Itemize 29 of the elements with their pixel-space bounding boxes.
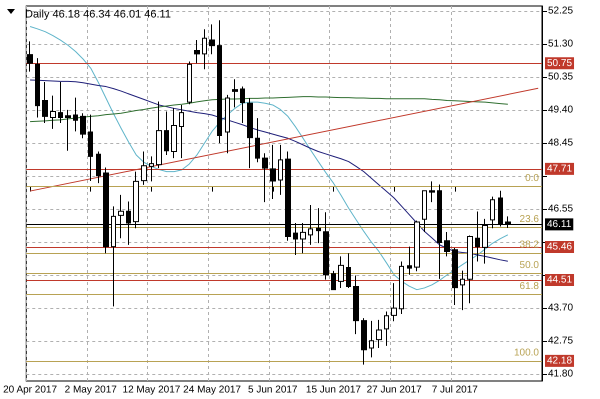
ref-line-label: 61.8: [520, 280, 540, 292]
y-tick-label: 48.45: [548, 138, 574, 149]
y-tick-label: 46.55: [548, 204, 574, 215]
y-tick-label: 41.80: [548, 368, 574, 380]
x-tick-label: 2 May 2017: [64, 384, 118, 396]
ref-line-label: 45.46: [547, 241, 572, 252]
x-tick-label: 12 May 2017: [122, 384, 181, 396]
y-tick-label: 43.70: [548, 302, 574, 314]
ref-line-label: 23.6: [520, 214, 540, 226]
y-tick-label: 50.35: [548, 72, 574, 83]
ref-line-label: 46.11: [547, 218, 572, 230]
ref-line-label: 44.51: [547, 274, 572, 286]
x-tick-label: 27 Jun 2017: [366, 384, 422, 396]
ref-line-label: 50.75: [547, 58, 572, 69]
y-tick-label: 51.30: [548, 38, 574, 50]
x-tick-label: 20 Apr 2017: [3, 384, 58, 396]
y-tick-label: 42.75: [548, 336, 574, 347]
x-tick-label: 24 May 2017: [183, 384, 242, 396]
ref-line-label: 0.0: [525, 173, 540, 184]
ref-line-label: 100.0: [514, 347, 540, 358]
x-tick-label: 5 Jun 2017: [248, 384, 298, 396]
y-tick-label: 52.25: [548, 6, 574, 17]
y-tick-label: 49.40: [548, 104, 574, 116]
x-tick-label: 7 Jul 2017: [432, 384, 478, 396]
x-tick-label: 15 Jun 2017: [306, 384, 362, 396]
ref-line-label: 50.0: [520, 260, 540, 272]
ref-line-label: 42.18: [547, 355, 572, 366]
ref-line-label: 47.71: [547, 163, 572, 174]
chart-title: Daily 46.18 46.34 46.01 46.11: [25, 8, 171, 20]
